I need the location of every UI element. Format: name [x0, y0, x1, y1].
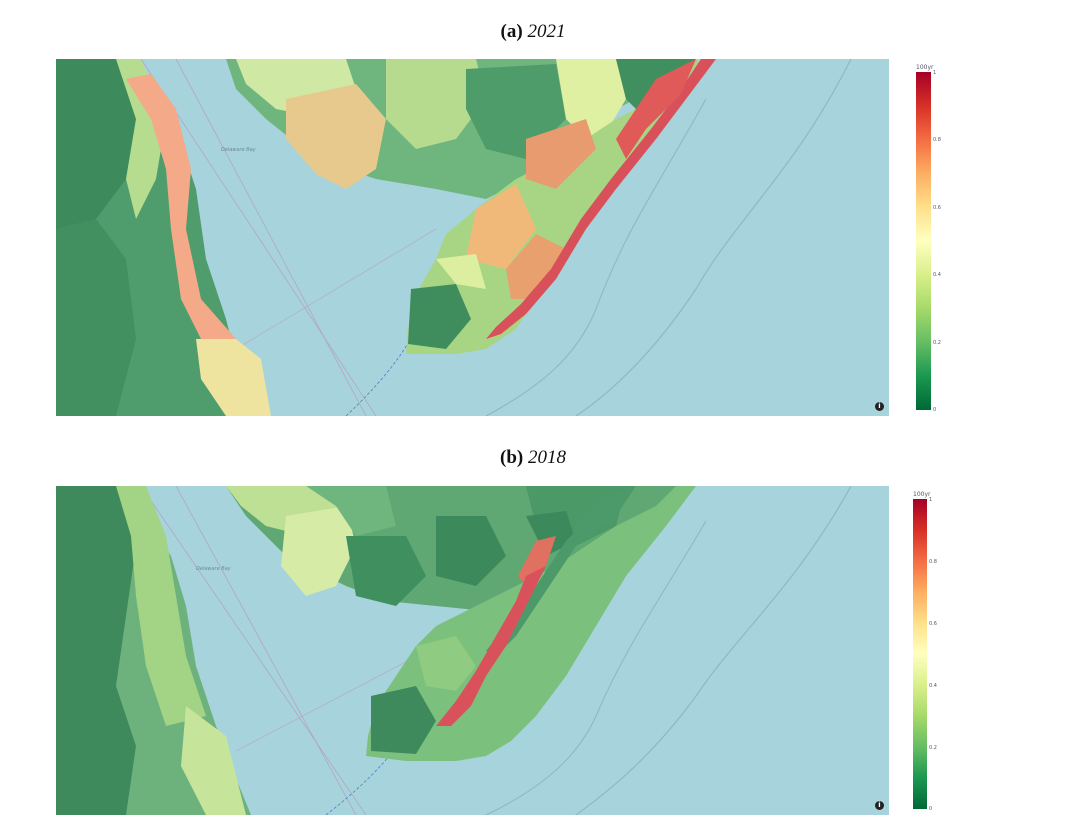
land-region	[436, 254, 486, 289]
land-region	[56, 219, 136, 416]
land-region	[126, 74, 241, 359]
boundary-line	[140, 59, 377, 416]
bay-label: Delaware Bay	[196, 566, 232, 572]
land-region	[526, 119, 596, 189]
panel-b-map[interactable]: Delaware Bay i	[56, 486, 889, 815]
land-region	[371, 686, 436, 754]
land-region	[181, 706, 246, 815]
info-icon[interactable]: i	[875, 402, 884, 411]
land-region	[56, 59, 136, 229]
land-region	[616, 59, 696, 159]
panel-a-map[interactable]: Delaware Bay i	[56, 59, 889, 416]
boundary-line	[235, 228, 437, 350]
panel-b-year: 2018	[527, 447, 566, 468]
colorbar-tick: 0	[929, 806, 933, 812]
depth-contour	[485, 98, 707, 416]
panel-a-caption: (a) 2021	[0, 21, 1066, 43]
colorbar-tick: 0.2	[933, 340, 941, 346]
boundary-line	[175, 486, 357, 815]
panel-b-caption: (b) 2018	[0, 447, 1066, 469]
land-region	[416, 636, 476, 691]
land-region	[408, 284, 471, 349]
barrier-islands	[436, 566, 546, 726]
panel-a-map-canvas: Delaware Bay	[56, 59, 889, 416]
colorbar-title: 100yr	[913, 491, 931, 498]
land-region	[56, 486, 136, 815]
colorbar-title: 100yr	[916, 64, 934, 71]
depth-contour	[485, 520, 707, 815]
land-region	[518, 536, 556, 586]
boundary-line	[175, 59, 367, 416]
colorbar-tick: 0.6	[933, 205, 941, 211]
bay-label: Delaware Bay	[221, 147, 257, 153]
land-region	[506, 234, 566, 299]
land-region	[281, 506, 356, 596]
land-region	[306, 486, 396, 536]
colorbar-tick: 0.8	[933, 137, 941, 143]
colorbar-tick: 1	[929, 497, 933, 503]
land-region	[466, 184, 536, 269]
colorbar-tick: 0.2	[929, 745, 937, 751]
colorbar-tick: 0.8	[929, 559, 937, 565]
land-region	[286, 84, 386, 189]
cape-may-peninsula	[366, 486, 696, 761]
land-region	[346, 536, 426, 606]
panel-b-map-canvas: Delaware Bay	[56, 486, 889, 815]
panel-a-colorbar: 100yr 1 0.8 0.6 0.4 0.2 0	[914, 64, 954, 419]
info-icon[interactable]: i	[875, 801, 884, 810]
panel-b-colorbar: 100yr 1 0.8 0.6 0.4 0.2 0	[911, 491, 951, 816]
colorbar-gradient	[916, 72, 931, 410]
colorbar-tick: 0.4	[929, 683, 937, 689]
colorbar-tick: 0.4	[933, 272, 941, 278]
panel-a-year: 2021	[527, 21, 566, 42]
colorbar-tick: 0.6	[929, 621, 937, 627]
colorbar-gradient	[913, 499, 927, 809]
land-region	[486, 486, 636, 656]
boundary-line	[235, 645, 437, 752]
colorbar-tick: 1	[933, 70, 937, 76]
depth-contour	[575, 59, 852, 416]
land-region	[196, 339, 271, 416]
barrier-islands	[486, 59, 716, 339]
land-region	[386, 59, 486, 149]
land-region	[436, 516, 506, 586]
colorbar-tick: 0	[933, 407, 937, 413]
land-region	[116, 486, 206, 726]
panel-a-letter: (a)	[500, 21, 523, 42]
panel-b-letter: (b)	[500, 447, 524, 468]
depth-contour	[575, 486, 852, 815]
boundary-line	[140, 486, 367, 815]
